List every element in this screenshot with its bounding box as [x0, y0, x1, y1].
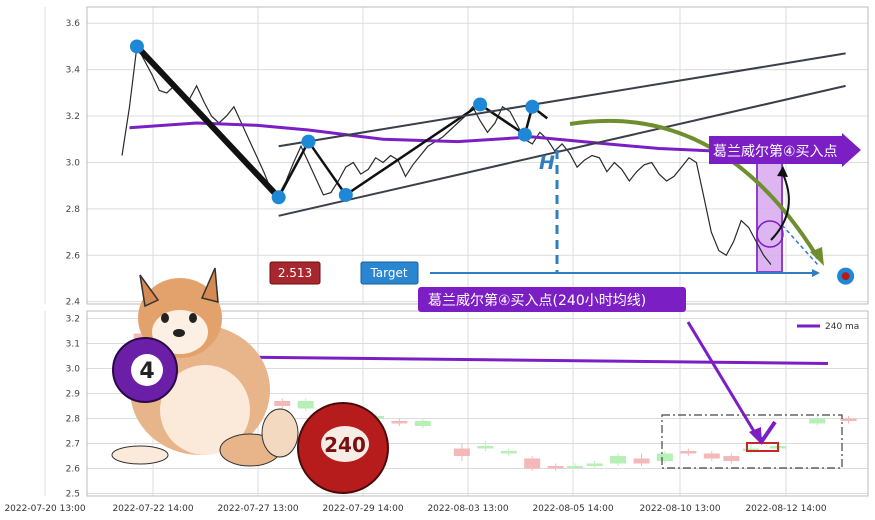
candle-body — [500, 451, 517, 454]
candle-body — [274, 401, 291, 406]
candle-body — [703, 453, 720, 459]
pivot-point — [301, 134, 316, 149]
trendline-channel-upper — [278, 52, 846, 148]
x-axis: 2022-07-20 13:00 2022-07-22 14:00 2022-07-… — [4, 504, 826, 514]
highlight-dashed-box — [661, 414, 843, 469]
pivot-point — [517, 127, 532, 142]
caption-pointer — [686, 321, 757, 434]
projection-curve-arrow — [569, 118, 820, 260]
projection-curve-arrowhead — [810, 247, 824, 266]
caption-box — [418, 287, 686, 312]
target-box-label: Target — [369, 266, 407, 280]
lower-y-axis: 3.2 3.1 3.0 2.9 2.8 2.7 2.6 2.5 — [66, 315, 81, 500]
x-tick-label: 2022-07-29 14:00 — [322, 504, 403, 514]
upper-panel-grid — [44, 7, 868, 304]
candle-body — [477, 446, 494, 449]
reversal-circle — [756, 220, 784, 248]
candle-body — [680, 451, 697, 454]
caption-pointer-arrowhead — [749, 427, 762, 445]
lower-y-tick-label: 2.9 — [66, 390, 81, 400]
signal-banner — [709, 133, 861, 167]
h-marker-label: H — [539, 152, 555, 174]
legend-label: 240 ma — [825, 322, 859, 332]
candle-body — [840, 418, 857, 421]
candle-body — [586, 463, 603, 466]
candle-body — [633, 458, 650, 464]
upper-y-tick-label: 2.4 — [66, 298, 81, 308]
upper-panel-content: H 2.513 Target 葛兰威尔第④买入点 — [121, 39, 861, 285]
candle-body — [547, 466, 564, 469]
candle-body — [391, 421, 408, 424]
upper-y-tick-label: 3.4 — [66, 66, 81, 76]
candle-body — [610, 456, 627, 464]
lower-y-tick-label: 3.1 — [66, 340, 80, 350]
pivot-point — [271, 190, 286, 205]
pivot-point — [525, 99, 540, 114]
x-tick-label: 2022-07-27 13:00 — [217, 504, 298, 514]
candle-body — [656, 453, 673, 461]
ma240-line — [129, 121, 757, 153]
billiard-ball-240: 240 — [297, 402, 389, 494]
x-tick-label: 2022-08-03 13:00 — [427, 504, 508, 514]
lower-y-tick-label: 3.2 — [66, 315, 80, 325]
target-box — [360, 261, 419, 285]
trendlines — [134, 44, 846, 217]
candle-body — [133, 333, 150, 339]
price-box — [269, 261, 321, 285]
x-tick-label: 2022-07-22 14:00 — [112, 504, 193, 514]
x-tick-label: 2022-08-12 14:00 — [745, 504, 826, 514]
lower-y-tick-label: 2.6 — [66, 465, 81, 475]
candle-body — [809, 418, 826, 424]
upper-y-axis: 3.6 3.4 3.2 3.0 2.8 2.6 2.4 — [66, 19, 81, 307]
pivot-point — [473, 97, 488, 112]
trendline-zigzag — [277, 102, 548, 198]
price-line — [121, 44, 772, 265]
signal-banner-label: 葛兰威尔第④买入点 — [713, 143, 838, 160]
x-tick-label: 2022-08-05 14:00 — [532, 504, 613, 514]
target-point-core — [841, 272, 850, 281]
x-tick-label: 2022-08-10 13:00 — [639, 504, 720, 514]
price-box-label: 2.513 — [278, 266, 312, 280]
lower-y-tick-label: 2.7 — [66, 440, 80, 450]
ball-4-label: 4 — [139, 359, 154, 384]
upper-y-tick-label: 2.6 — [66, 251, 81, 261]
caption-label: 葛兰威尔第④买入点(240小时均线) — [428, 292, 646, 309]
trendline-channel-lower — [278, 84, 846, 217]
candle-body — [723, 456, 740, 461]
candle-body — [742, 448, 759, 451]
x-tick-label: 2022-07-20 13:00 — [4, 504, 85, 514]
candle-body — [414, 421, 431, 426]
reversal-arrowhead — [777, 166, 788, 177]
pivot-point — [338, 187, 353, 202]
target-line-arrowhead — [812, 269, 820, 277]
upper-y-tick-label: 3.2 — [66, 112, 80, 122]
lower-y-tick-label: 3.0 — [66, 365, 81, 375]
candles — [133, 331, 857, 471]
upper-y-tick-label: 2.8 — [66, 205, 81, 215]
lower-y-tick-label: 2.8 — [66, 415, 81, 425]
reversal-arrow — [770, 171, 790, 241]
candle-body — [453, 448, 470, 456]
ball-240-label: 240 — [324, 433, 366, 457]
upper-y-tick-label: 3.0 — [66, 158, 81, 168]
dashed-projection — [781, 224, 819, 266]
lower-y-tick-label: 2.5 — [66, 490, 80, 500]
candle-body — [524, 458, 541, 469]
pivot-point — [129, 39, 144, 54]
billiard-ball-4: 4 — [112, 337, 178, 403]
candle-body — [567, 466, 584, 468]
upper-y-tick-label: 3.6 — [66, 19, 81, 29]
pivot-points — [129, 39, 540, 205]
trendline-decline — [134, 44, 281, 200]
candle-body — [297, 401, 314, 409]
